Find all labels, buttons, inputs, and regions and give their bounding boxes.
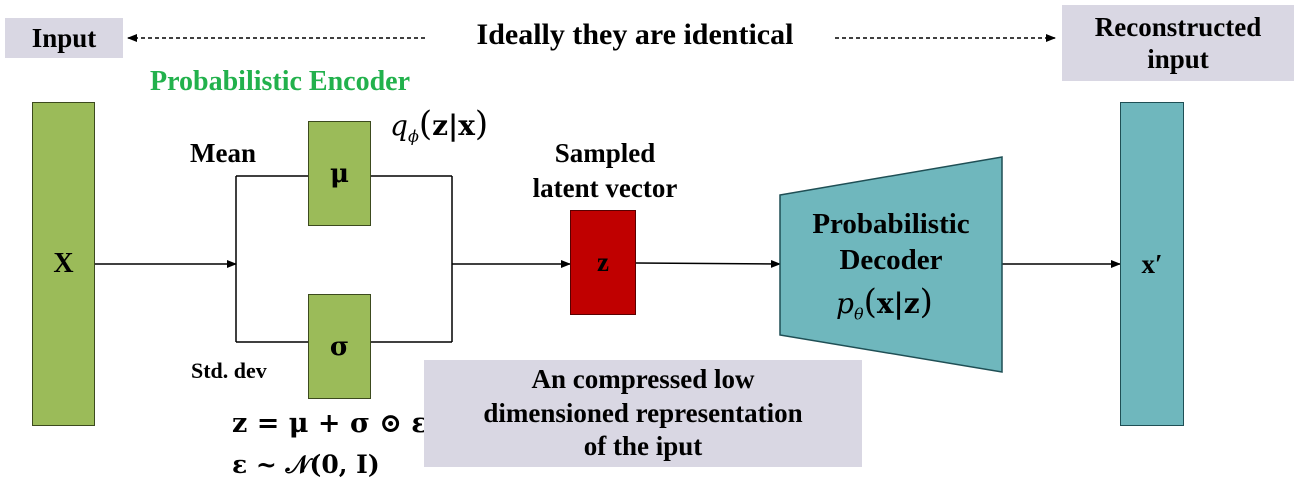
identical-text: Ideally they are identical [476,18,794,51]
latent-title-line2: latent vector [532,173,678,204]
note-line1: An compressed low [531,363,755,394]
encoder-distribution: qϕ(z|x) [390,104,489,146]
note-line2: dimensioned representation [483,397,803,428]
p-args: x|z [876,287,920,320]
p-subscript: θ [853,304,864,324]
reconstructed-line2: input [1147,44,1209,74]
sigma-label: σ [329,331,350,362]
decoder-line1: Probabilistic [812,208,970,240]
q-subscript: ϕ [407,126,419,146]
reconstructed-input-label: Reconstructed input [1062,5,1294,81]
q-args: z|x [432,109,475,142]
std-dev-label: Std. dev [191,358,267,383]
latent-title-line1: Sampled [554,138,656,168]
z-box: z [570,210,636,315]
note-line3: of the iput [583,431,703,462]
mu-box: μ [308,121,371,226]
input-x-box: X [32,102,95,426]
output-x-box: x′ [1120,102,1184,426]
input-label-text: Input [31,22,97,53]
z-label: z [597,247,609,277]
arrow-z-to-decoder [635,259,781,268]
sigma-box: σ [308,294,371,399]
q-symbol: q [390,109,408,142]
input-label: Input [5,18,123,58]
reconstructed-line1: Reconstructed [1094,11,1262,42]
mu-label: μ [329,158,350,189]
p-symbol: p [836,287,854,320]
input-x-label: X [53,248,74,279]
latent-title: Sampled latent vector [505,136,705,206]
decoder-title: Probabilistic Decoder [785,206,997,279]
decoder-shape [779,156,1003,373]
output-x-label: x′ [1141,248,1163,279]
reparam-equation: z = μ + σ ⊙ ε [232,408,428,439]
decoder-distribution: pθ(x|z) [836,282,933,324]
noise-distribution: ε ~ 𝒩(0, I) [232,450,380,479]
compressed-representation-note: An compressed low dimensioned representa… [424,360,862,467]
encoder-title: Probabilistic Encoder [150,66,411,97]
mean-label: Mean [190,138,256,168]
decoder-line2: Decoder [839,244,943,277]
